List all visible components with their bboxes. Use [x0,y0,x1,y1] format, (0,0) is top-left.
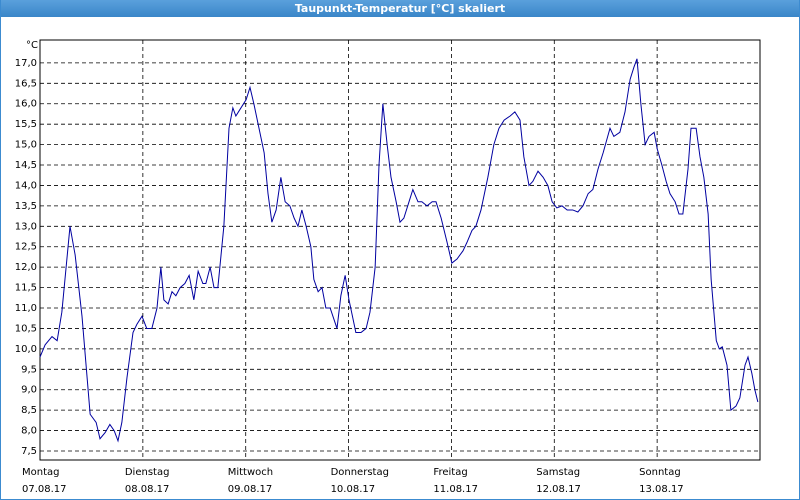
y-tick-label: 8,5 [21,405,37,416]
x-tick-date: 13.08.17 [639,484,684,495]
y-tick-label: 10,0 [15,344,37,355]
y-tick-label: 16,0 [15,99,37,110]
x-tick-date: 08.08.17 [125,484,170,495]
y-tick-label: 8,0 [21,426,37,437]
x-tick-date: 11.08.17 [433,484,478,495]
x-tick-date: 12.08.17 [536,484,581,495]
y-tick-label: 14,0 [15,180,37,191]
x-tick-label: Mittwoch [228,467,273,478]
y-tick-label: 15,5 [15,119,37,130]
x-tick-label: Montag [22,467,59,478]
x-tick-label: Freitag [433,467,467,478]
y-tick-label: 10,5 [15,323,37,334]
y-tick-label: 7,5 [21,446,37,457]
x-tick-date: 07.08.17 [22,484,67,495]
x-tick-label: Dienstag [125,467,170,478]
y-tick-label: 17,0 [15,58,37,69]
y-unit: °C [26,40,38,51]
y-tick-label: 15,0 [15,140,37,151]
y-tick-label: 13,5 [15,201,37,212]
x-tick-date: 10.08.17 [331,484,376,495]
x-tick-label: Sonntag [639,467,681,478]
y-tick-label: 11,5 [15,283,37,294]
x-tick-date: 09.08.17 [228,484,273,495]
y-tick-label: 13,0 [15,221,37,232]
y-tick-label: 16,5 [15,78,37,89]
title-bar: Taupunkt-Temperatur [°C] skaliert [1,0,799,17]
y-tick-label: 9,0 [21,385,37,396]
y-tick-label: 12,5 [15,242,37,253]
y-tick-label: 11,0 [15,303,37,314]
y-tick-label: 14,5 [15,160,37,171]
x-tick-label: Samstag [536,467,580,478]
data-line [39,58,759,443]
y-tick-label: 9,5 [21,364,37,375]
y-tick-label: 12,0 [15,262,37,273]
plot-border [39,39,761,461]
x-tick-label: Donnerstag [331,467,389,478]
